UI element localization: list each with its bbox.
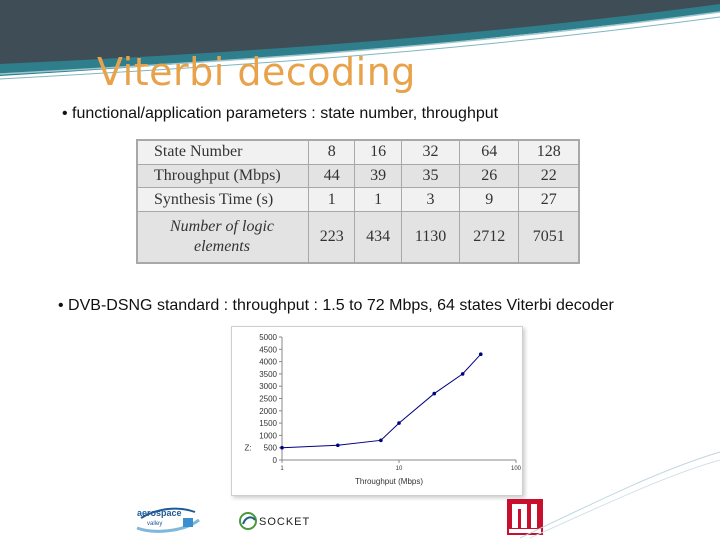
table-cell: 32 — [400, 139, 461, 165]
table-cell: 16 — [354, 139, 402, 165]
table-cell: 26 — [459, 163, 520, 189]
data-point — [478, 352, 483, 357]
y-tick-label: 2500 — [259, 395, 277, 404]
data-point — [397, 421, 401, 425]
table-cell: 223 — [307, 210, 356, 264]
table-cell: 9 — [459, 187, 520, 212]
row-label: Number of logic elements — [136, 210, 309, 264]
y-tick-label: 2000 — [259, 407, 277, 416]
aerospace-valley-logo: aerospace valley — [136, 507, 200, 533]
x-axis-label: Throughput (Mbps) — [355, 477, 423, 486]
table-cell: 39 — [354, 163, 402, 189]
row-label-line: elements — [194, 237, 250, 255]
table-cell: 434 — [354, 210, 402, 264]
socket-logo-text: SOCKET — [259, 516, 310, 528]
slide-title: Viterbi decoding — [97, 50, 416, 94]
x-tick-label: 100 — [511, 466, 522, 472]
series-line — [281, 353, 482, 449]
table-row: Synthesis Time (s) 1 1 3 9 27 — [136, 187, 580, 212]
chart-svg: 0 500 1000 1500 2000 2500 3000 3500 4000 4500 5000… — [244, 333, 522, 486]
parameters-table: State Number 8 16 32 64 128 Throughput (… — [136, 139, 580, 264]
data-point — [280, 445, 284, 450]
table-cell: 35 — [400, 163, 461, 189]
table-row: State Number 8 16 32 64 128 — [136, 139, 580, 165]
data-point — [379, 438, 383, 443]
table-cell: 44 — [307, 163, 356, 189]
table-cell: 8 — [307, 139, 356, 165]
aerospace-logo-text: aerospace — [137, 508, 182, 518]
y-tick-label: 500 — [264, 444, 278, 453]
header-swoosh — [0, 0, 720, 80]
institution-logo — [507, 499, 543, 535]
table-cell: 22 — [518, 163, 580, 189]
row-label: Synthesis Time (s) — [136, 187, 309, 212]
y-tick-label: 4000 — [259, 358, 277, 367]
table-cell: 128 — [518, 139, 580, 165]
footer-swoosh — [520, 451, 720, 539]
aerospace-logo-subtext: valley — [147, 521, 162, 527]
data-point — [460, 372, 465, 376]
bullet-parameters: • functional/application parameters : st… — [62, 105, 499, 122]
row-label: State Number — [136, 139, 309, 165]
table-cell: 2712 — [459, 210, 520, 264]
data-point — [336, 443, 340, 448]
table-cell: 3 — [400, 187, 461, 212]
y-tick-label: 0 — [273, 456, 278, 465]
table-row: Throughput (Mbps) 44 39 35 26 22 — [136, 163, 580, 189]
throughput-chart: 0 500 1000 1500 2000 2500 3000 3500 4000 4500 5000… — [231, 326, 523, 496]
y-axis-label: Z: — [244, 444, 251, 453]
table-cell: 7051 — [518, 210, 580, 264]
y-tick-label: 1000 — [259, 431, 277, 440]
y-tick-label: 3500 — [259, 370, 277, 379]
table-cell: 1130 — [400, 210, 461, 264]
table-cell: 1 — [307, 187, 356, 212]
row-label: Throughput (Mbps) — [136, 163, 309, 189]
table-cell: 64 — [459, 139, 520, 165]
x-tick-label: 10 — [396, 466, 403, 472]
y-tick-label: 4500 — [259, 345, 277, 354]
table-cell: 1 — [354, 187, 402, 212]
y-tick-label: 3000 — [259, 382, 277, 391]
bullet-dvb-dsng: • DVB-DSNG standard : throughput : 1.5 t… — [58, 297, 614, 314]
y-tick-label: 5000 — [259, 333, 277, 342]
socket-logo: SOCKET — [239, 512, 310, 530]
table-cell: 27 — [518, 187, 580, 212]
data-point — [432, 391, 437, 396]
row-label-line: Number of logic — [170, 217, 274, 235]
table-row: Number of logic elements 223 434 1130 271… — [136, 210, 580, 264]
y-tick-label: 1500 — [259, 419, 277, 428]
x-tick-label: 1 — [280, 466, 284, 472]
